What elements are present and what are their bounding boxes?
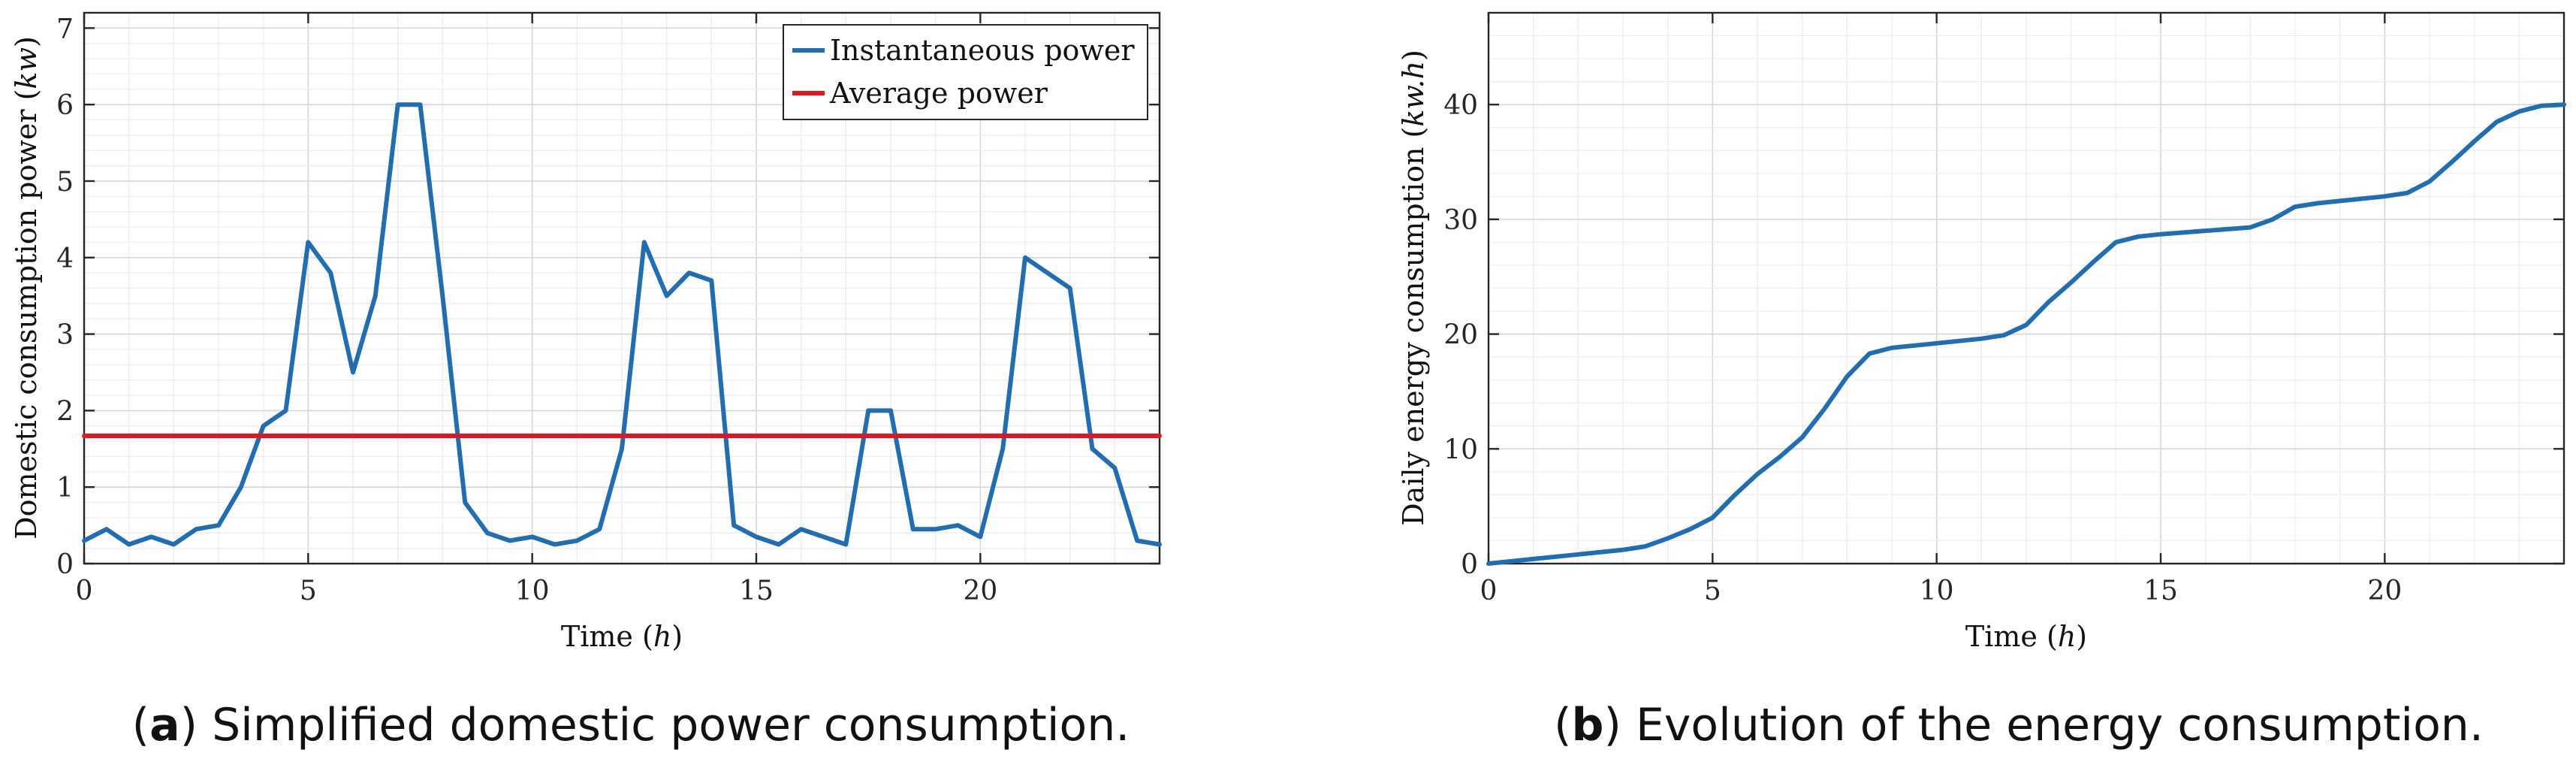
b-gridlines <box>1488 12 2565 564</box>
a-y-tick-label: 3 <box>56 320 74 351</box>
b-x-tick-label: 5 <box>1704 576 1721 606</box>
b-y-axis-label: Daily energy consumption (kw.h) <box>1397 50 1430 526</box>
a-x-axis-label: Time (h) <box>561 620 683 653</box>
b-x-label-unit: h <box>2058 620 2076 653</box>
b-y-tick-label: 20 <box>1443 320 1478 351</box>
a-ticks: 0 5 10 15 20 0 1 2 3 4 5 6 7 <box>56 13 1160 606</box>
b-y-tick-label: 40 <box>1443 90 1478 121</box>
a-caption-text: Simplified domestic power consumption. <box>212 699 1130 751</box>
a-x-tick-label: 20 <box>963 576 997 606</box>
a-legend: Instantaneous power Average power <box>783 24 1148 120</box>
a-series <box>82 102 1162 547</box>
a-caption-label: a <box>149 699 180 751</box>
a-axes-box <box>83 11 1161 565</box>
a-x-tick-label: 15 <box>739 576 774 606</box>
panel-b: 0 5 10 15 20 0 10 20 30 40 Time (h) Daily energy … <box>1397 11 2566 751</box>
b-y-tick-label: 10 <box>1443 434 1478 465</box>
legend-box <box>783 24 1148 120</box>
b-y-tick-label: 30 <box>1443 205 1478 236</box>
a-y-axis-label: Domestic consumption power (kw) <box>10 36 43 540</box>
b-series <box>1486 102 2566 566</box>
legend-label-instantaneous: Instantaneous power <box>830 34 1135 67</box>
a-x-tick-label: 0 <box>76 576 93 606</box>
a-y-tick-label: 7 <box>56 14 74 44</box>
a-y-tick-label: 0 <box>56 549 74 580</box>
a-y-tick-label: 2 <box>56 396 74 427</box>
b-x-tick-label: 15 <box>2143 576 2178 606</box>
a-series-instantaneous-power <box>82 102 1162 547</box>
b-x-label-text: Time <box>1965 620 2038 653</box>
a-y-tick-label: 1 <box>56 473 74 503</box>
a-y-tick-label: 6 <box>56 90 74 121</box>
a-y-label-unit: kw <box>10 47 43 89</box>
a-gridlines <box>83 12 1160 564</box>
a-x-label-unit: h <box>653 620 671 653</box>
legend-label-average: Average power <box>829 77 1048 110</box>
a-y-tick-label: 4 <box>56 243 74 274</box>
a-x-label-text: Time <box>561 620 633 653</box>
panel-a: 0 5 10 15 20 0 1 2 3 4 5 6 7 Instantaneous power Ave… <box>10 11 1162 751</box>
b-y-tick-label: 0 <box>1461 549 1478 580</box>
b-x-tick-label: 20 <box>2367 576 2402 606</box>
b-axes-box <box>1487 11 2565 565</box>
b-caption-label: b <box>1572 699 1604 751</box>
a-x-tick-label: 10 <box>515 576 550 606</box>
b-caption: (b) Evolution of the energy consumption. <box>1554 699 2484 751</box>
b-x-tick-label: 0 <box>1480 576 1498 606</box>
b-caption-text: Evolution of the energy consumption. <box>1636 699 2484 751</box>
a-y-label-text: Domestic consumption power <box>10 109 43 540</box>
b-y-label-unit: kw.h <box>1397 61 1430 127</box>
a-x-tick-label: 5 <box>300 576 317 606</box>
b-x-tick-label: 10 <box>1920 576 1954 606</box>
b-series-daily-energy-consumption <box>1486 102 2566 566</box>
b-y-label-text: Daily energy consumption <box>1397 147 1430 526</box>
b-x-axis-label: Time (h) <box>1965 620 2087 653</box>
a-caption: (a) Simplified domestic power consumptio… <box>132 699 1130 751</box>
b-ticks: 0 5 10 15 20 0 10 20 30 40 <box>1443 13 2564 606</box>
a-y-tick-label: 5 <box>56 167 74 198</box>
